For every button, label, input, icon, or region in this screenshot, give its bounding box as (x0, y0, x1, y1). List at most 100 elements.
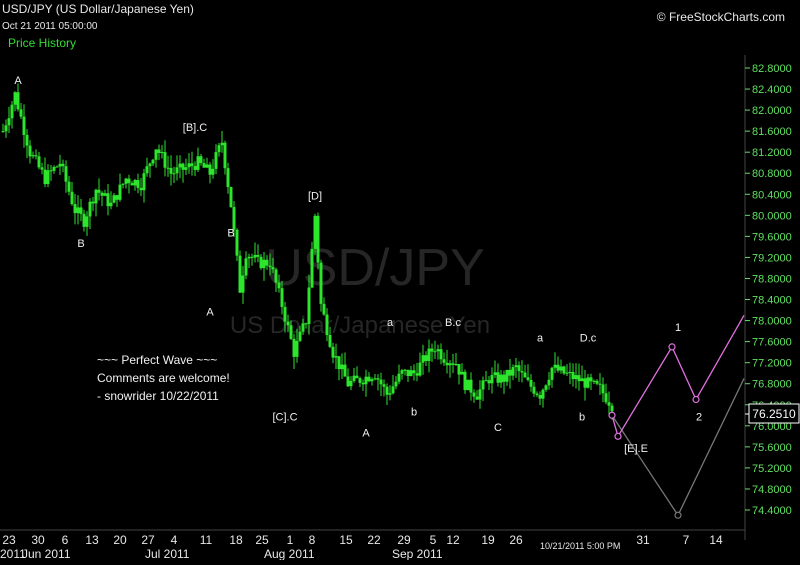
candle-body (226, 168, 230, 188)
candle-body (562, 366, 566, 374)
y-tick-label: 80.4000 (752, 189, 792, 201)
candle-body (379, 379, 383, 385)
candle-body (523, 372, 527, 378)
comment-line-3: - snowrider 10/22/2011 (97, 389, 219, 403)
candle-body (187, 163, 191, 168)
candle-body (388, 393, 392, 395)
candle-body (316, 215, 320, 263)
candle-body (46, 170, 50, 185)
candle-body (442, 359, 446, 363)
x-tick-label: 22 (367, 533, 381, 547)
candle-body (67, 181, 71, 192)
candle-body (349, 380, 353, 387)
candle-body (121, 183, 125, 185)
chart-timestamp: Oct 21 2011 05:00:00 (2, 21, 98, 32)
candle-body (103, 193, 107, 196)
candle-body (568, 372, 572, 374)
candle-body (142, 173, 146, 191)
candle-body (376, 378, 380, 380)
candle-body (133, 180, 137, 186)
copyright-label: © FreeStockCharts.com (657, 10, 785, 24)
candle-body (301, 323, 305, 332)
candle-body (346, 376, 350, 387)
candle-body (595, 380, 599, 384)
candle-body (136, 180, 140, 188)
candle-body (307, 287, 311, 324)
candle-body (298, 331, 302, 341)
candle-body (205, 164, 209, 168)
candle-body (532, 386, 536, 394)
x-axis: 23 30 6 13 20 27 4 11 18 25 1 8 15 22 29 5 12 19 26 31 7 1420… (0, 529, 745, 561)
candle-body (499, 374, 503, 383)
candle-body (250, 256, 254, 258)
x-month-label: Jun 2011 (22, 547, 71, 560)
candle-body (340, 364, 344, 370)
candle-body (322, 303, 326, 315)
candle-body (112, 195, 116, 203)
wave-label: a (387, 317, 394, 329)
candle-body (184, 167, 188, 170)
candle-body (496, 372, 500, 383)
x-tick-label: 5 (430, 533, 437, 547)
wave-label: B (77, 238, 84, 250)
y-tick-label: 74.4000 (752, 505, 792, 517)
candle-body (400, 370, 404, 374)
candle-body (319, 262, 323, 304)
candle-body (610, 405, 614, 412)
candle-body (415, 373, 419, 376)
candle-body (487, 380, 491, 384)
candle-body (124, 178, 128, 184)
x-tick-label: 7 (683, 533, 690, 547)
candle-body (484, 380, 488, 382)
x-tick-label: 8 (309, 533, 316, 547)
candle-body (100, 192, 104, 196)
candle-body (259, 256, 263, 269)
candle-body (139, 187, 143, 191)
candle-body (505, 369, 509, 382)
candle-body (22, 116, 26, 135)
candle-body (91, 201, 95, 204)
chart-title: USD/JPY (US Dollar/Japanese Yen) (2, 2, 194, 16)
comment-box: ~~~ Perfect Wave ~~~ Comments are welcom… (97, 353, 230, 403)
candle-body (367, 376, 371, 382)
candle-body (403, 369, 407, 371)
candle-body (19, 109, 23, 117)
candle-body (199, 156, 203, 164)
x-tick-label: 23 (2, 533, 16, 547)
candle-body (445, 362, 449, 366)
candle-body (406, 369, 410, 377)
comment-line-1: ~~~ Perfect Wave ~~~ (97, 353, 217, 367)
candle-body (553, 364, 557, 368)
candle-body (1, 131, 5, 133)
candle-body (547, 379, 551, 386)
candle-body (238, 255, 242, 293)
candle-body (52, 167, 56, 171)
projection-series (608, 314, 745, 519)
candle-body (148, 163, 152, 167)
candle-body (490, 375, 494, 384)
wave-labels: A B [B].C A B [D] [C].C Aa b B.c Ca D.c b [E].E 1 2 (14, 75, 702, 455)
y-axis: 82.8000 82.4000 82.0000 81.6000 81.2000 80.80… (744, 55, 792, 540)
wave-label: a (537, 333, 544, 345)
candle-body (292, 338, 296, 357)
candle-body (427, 348, 431, 361)
candle-body (280, 288, 284, 307)
candle-body (421, 355, 425, 363)
x-tick-label: 25 (255, 533, 269, 547)
watermark-name: US Dollar/Japanese Yen (230, 312, 490, 339)
candle-body (457, 364, 461, 375)
candle-body (34, 155, 38, 157)
price-history-label[interactable]: Price History (8, 36, 76, 50)
candle-body (127, 178, 131, 184)
y-tick-label: 78.0000 (752, 316, 792, 328)
candle-body (373, 378, 377, 380)
candle-body (73, 204, 77, 214)
candle-body (460, 371, 464, 375)
candle-body (253, 254, 257, 258)
candle-body (232, 207, 236, 230)
candle-body (469, 379, 473, 393)
wave-label: b (579, 412, 585, 424)
y-tick-label: 75.2000 (752, 463, 792, 475)
candle-body (502, 374, 506, 382)
